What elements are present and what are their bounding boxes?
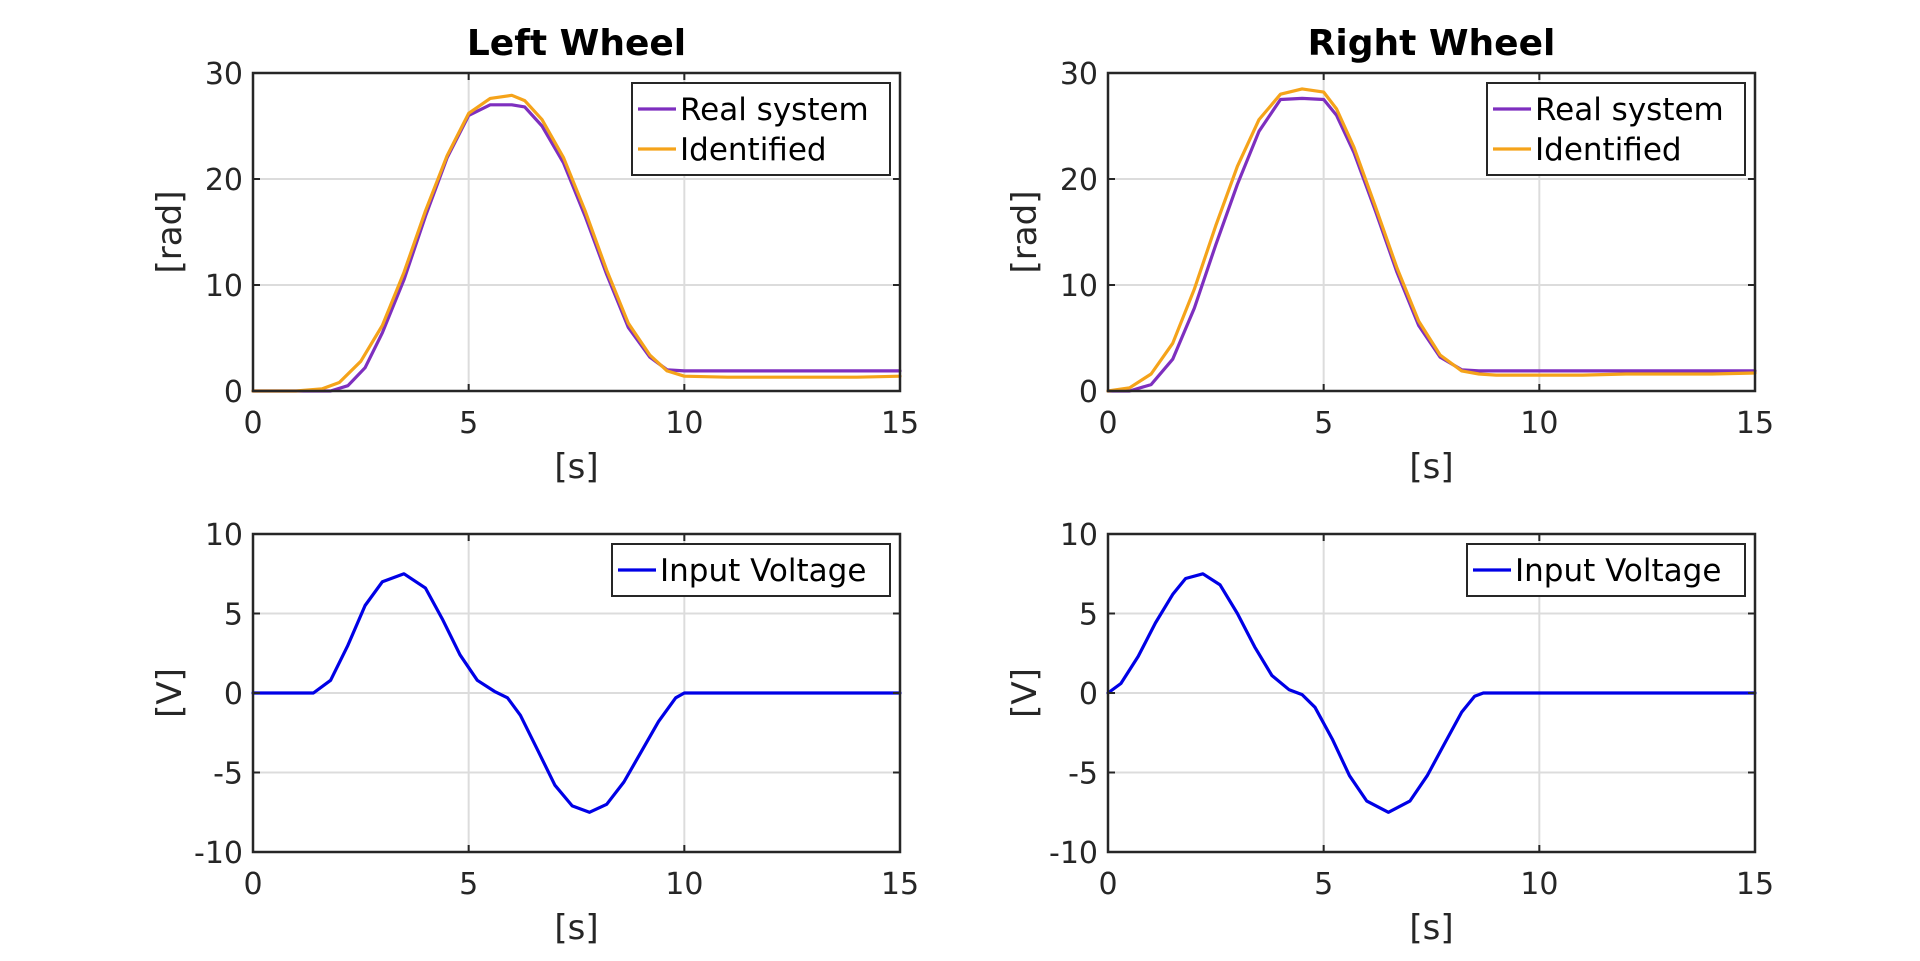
y-tick-label: 5 xyxy=(224,598,243,633)
y-tick-label: 20 xyxy=(205,163,243,198)
x-tick-label: 0 xyxy=(243,406,262,441)
chart-panel-3: 0 5 10 15 -10 -5 0 5 10 [s] [V] Input Voltage xyxy=(150,518,919,948)
axes-box xyxy=(251,71,902,393)
y-tick-label: -10 xyxy=(194,836,243,871)
legend: Real system Identified xyxy=(631,82,891,176)
legend-box xyxy=(1466,543,1746,597)
series-line-1 xyxy=(251,572,902,814)
y-tick-label: 30 xyxy=(205,57,243,92)
legend-box xyxy=(611,543,891,597)
legend-label: Real system xyxy=(680,92,869,128)
x-tick-label: 0 xyxy=(1098,406,1117,441)
series-line-1 xyxy=(1106,96,1757,393)
y-axis-label: [V] xyxy=(1005,668,1045,718)
x-axis-label: [s] xyxy=(1409,447,1453,487)
y-axis-label: [rad] xyxy=(1005,191,1045,274)
x-axis-label: [s] xyxy=(1409,908,1453,948)
x-tick-label: 5 xyxy=(1314,867,1333,902)
x-tick-label: 10 xyxy=(1520,867,1558,902)
x-tick-label: 15 xyxy=(881,867,919,902)
y-tick-label: -5 xyxy=(213,757,243,792)
legend-label: Identified xyxy=(1535,132,1682,168)
axes-box xyxy=(1106,71,1757,393)
x-tick-label: 5 xyxy=(459,867,478,902)
chart-title: Left Wheel xyxy=(467,23,686,64)
y-tick-label: 10 xyxy=(205,269,243,304)
series-line-2 xyxy=(251,93,902,393)
x-axis-label: [s] xyxy=(554,908,598,948)
y-tick-label: 0 xyxy=(224,375,243,410)
legend-box xyxy=(1486,82,1746,176)
legend-label: Real system xyxy=(1535,92,1724,128)
x-tick-label: 15 xyxy=(881,406,919,441)
y-tick-label: 30 xyxy=(1060,57,1098,92)
legend: Input Voltage xyxy=(611,543,891,597)
series-line-1 xyxy=(251,103,902,393)
series-line-2 xyxy=(1106,87,1757,393)
y-tick-label: 0 xyxy=(1079,375,1098,410)
x-tick-label: 10 xyxy=(665,867,703,902)
y-tick-label: 10 xyxy=(1060,518,1098,553)
x-tick-label: 10 xyxy=(665,406,703,441)
x-tick-label: 5 xyxy=(459,406,478,441)
legend-label: Input Voltage xyxy=(1515,553,1721,589)
chart-panel-1: 0 5 10 15 0 10 20 30 Left Wheel [s] [rad] Real syst… xyxy=(150,23,919,487)
x-tick-label: 15 xyxy=(1736,406,1774,441)
chart-title: Right Wheel xyxy=(1308,23,1556,64)
y-tick-label: -10 xyxy=(1049,836,1098,871)
legend: Input Voltage xyxy=(1466,543,1746,597)
y-tick-label: 0 xyxy=(1079,677,1098,712)
legend-label: Input Voltage xyxy=(660,553,866,589)
legend-box xyxy=(631,82,891,176)
x-tick-label: 15 xyxy=(1736,867,1774,902)
x-tick-label: 0 xyxy=(243,867,262,902)
y-tick-label: 5 xyxy=(1079,598,1098,633)
y-tick-label: 10 xyxy=(205,518,243,553)
y-tick-label: 20 xyxy=(1060,163,1098,198)
x-tick-label: 5 xyxy=(1314,406,1333,441)
legend: Real system Identified xyxy=(1486,82,1746,176)
legend-label: Identified xyxy=(680,132,827,168)
x-tick-label: 10 xyxy=(1520,406,1558,441)
x-tick-label: 0 xyxy=(1098,867,1117,902)
chart-panel-4: 0 5 10 15 -10 -5 0 5 10 [s] [V] Input Voltage xyxy=(1005,518,1774,948)
y-tick-label: -5 xyxy=(1068,757,1098,792)
y-tick-label: 0 xyxy=(224,677,243,712)
y-axis-label: [V] xyxy=(150,668,190,718)
chart-panel-2: 0 5 10 15 0 10 20 30 Right Wheel [s] [rad] Real sys… xyxy=(1005,23,1774,487)
y-tick-label: 10 xyxy=(1060,269,1098,304)
x-axis-label: [s] xyxy=(554,447,598,487)
y-axis-label: [rad] xyxy=(150,191,190,274)
series-line-1 xyxy=(1106,572,1757,814)
